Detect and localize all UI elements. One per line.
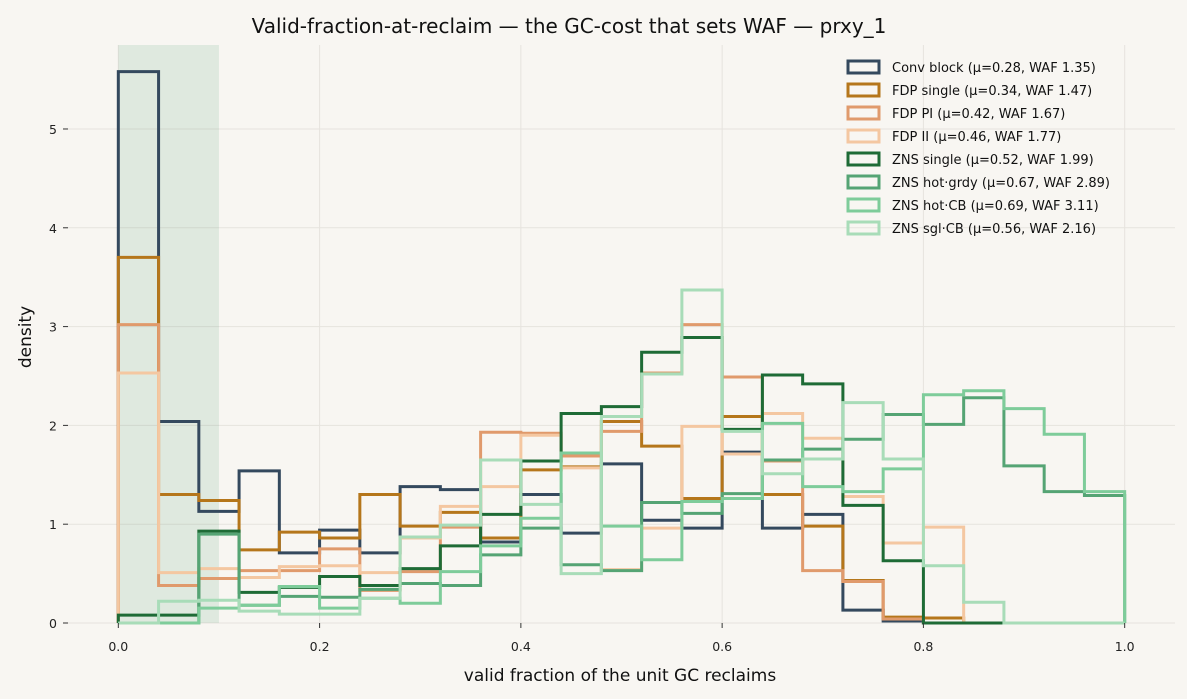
y-tick-label-0: 0 — [49, 616, 57, 631]
legend-swatch-0 — [846, 59, 881, 75]
legend-label-7: ZNS sgl·CB (μ=0.56, WAF 2.16) — [892, 222, 1096, 237]
y-tick-label-5: 5 — [49, 122, 57, 137]
legend-swatch-3 — [846, 128, 881, 144]
legend-swatch-4 — [846, 151, 881, 167]
legend-item-5: ZNS hot·grdy (μ=0.67, WAF 2.89) — [846, 174, 1110, 191]
legend-label-2: FDP PI (μ=0.42, WAF 1.67) — [892, 107, 1065, 122]
series-7-outline — [118, 288, 1125, 625]
x-axis-label: valid fraction of the unit GC reclaims — [464, 666, 777, 686]
legend-label-5: ZNS hot·grdy (μ=0.67, WAF 2.89) — [892, 176, 1110, 191]
series-6-outline — [118, 389, 1127, 625]
x-tick-label-2: 0.4 — [511, 639, 531, 654]
legend-label-0: Conv block (μ=0.28, WAF 1.35) — [892, 61, 1096, 76]
legend-item-2: FDP PI (μ=0.42, WAF 1.67) — [846, 105, 1065, 122]
x-tick-label-4: 0.8 — [913, 639, 933, 654]
highlight-band — [118, 45, 219, 623]
legend-label-4: ZNS single (μ=0.52, WAF 1.99) — [892, 153, 1094, 168]
grid — [68, 45, 1175, 624]
legend-item-0: Conv block (μ=0.28, WAF 1.35) — [846, 59, 1096, 76]
legend-swatch-1 — [846, 82, 881, 98]
x-tick-label-3: 0.6 — [712, 639, 732, 654]
legend-item-7: ZNS sgl·CB (μ=0.56, WAF 2.16) — [846, 220, 1096, 237]
y-tick-label-1: 1 — [49, 517, 57, 532]
y-tick-label-3: 3 — [49, 320, 57, 335]
legend-item-4: ZNS single (μ=0.52, WAF 1.99) — [846, 151, 1094, 168]
legend: Conv block (μ=0.28, WAF 1.35) FDP single … — [846, 59, 1110, 237]
legend-label-3: FDP II (μ=0.46, WAF 1.77) — [892, 130, 1061, 145]
x-tick-label-0: 0.0 — [108, 639, 128, 654]
chart-title: Valid-fraction-at-reclaim — the GC-cost … — [252, 14, 887, 38]
legend-label-6: ZNS hot·CB (μ=0.69, WAF 3.11) — [892, 199, 1099, 214]
y-axis: 0 1 2 3 4 5 — [49, 122, 68, 631]
series-2-outline — [116, 323, 1125, 625]
series-group — [116, 70, 1127, 625]
legend-item-1: FDP single (μ=0.34, WAF 1.47) — [846, 82, 1092, 99]
y-tick-label-2: 2 — [49, 418, 57, 433]
y-axis-label: density — [16, 306, 36, 368]
legend-item-3: FDP II (μ=0.46, WAF 1.77) — [846, 128, 1061, 145]
legend-label-1: FDP single (μ=0.34, WAF 1.47) — [892, 84, 1092, 99]
legend-swatch-7 — [846, 220, 881, 236]
y-tick-label-4: 4 — [49, 221, 57, 236]
series-4-outline — [116, 335, 1125, 625]
legend-item-6: ZNS hot·CB (μ=0.69, WAF 3.11) — [846, 197, 1099, 214]
x-tick-label-1: 0.2 — [310, 639, 330, 654]
legend-swatch-6 — [846, 197, 881, 213]
x-axis: 0.0 0.2 0.4 0.6 0.8 1.0 — [108, 623, 1135, 654]
legend-swatch-2 — [846, 105, 881, 121]
x-tick-label-5: 1.0 — [1115, 639, 1135, 654]
series-3-outline — [116, 371, 1125, 625]
legend-swatch-5 — [846, 174, 881, 190]
